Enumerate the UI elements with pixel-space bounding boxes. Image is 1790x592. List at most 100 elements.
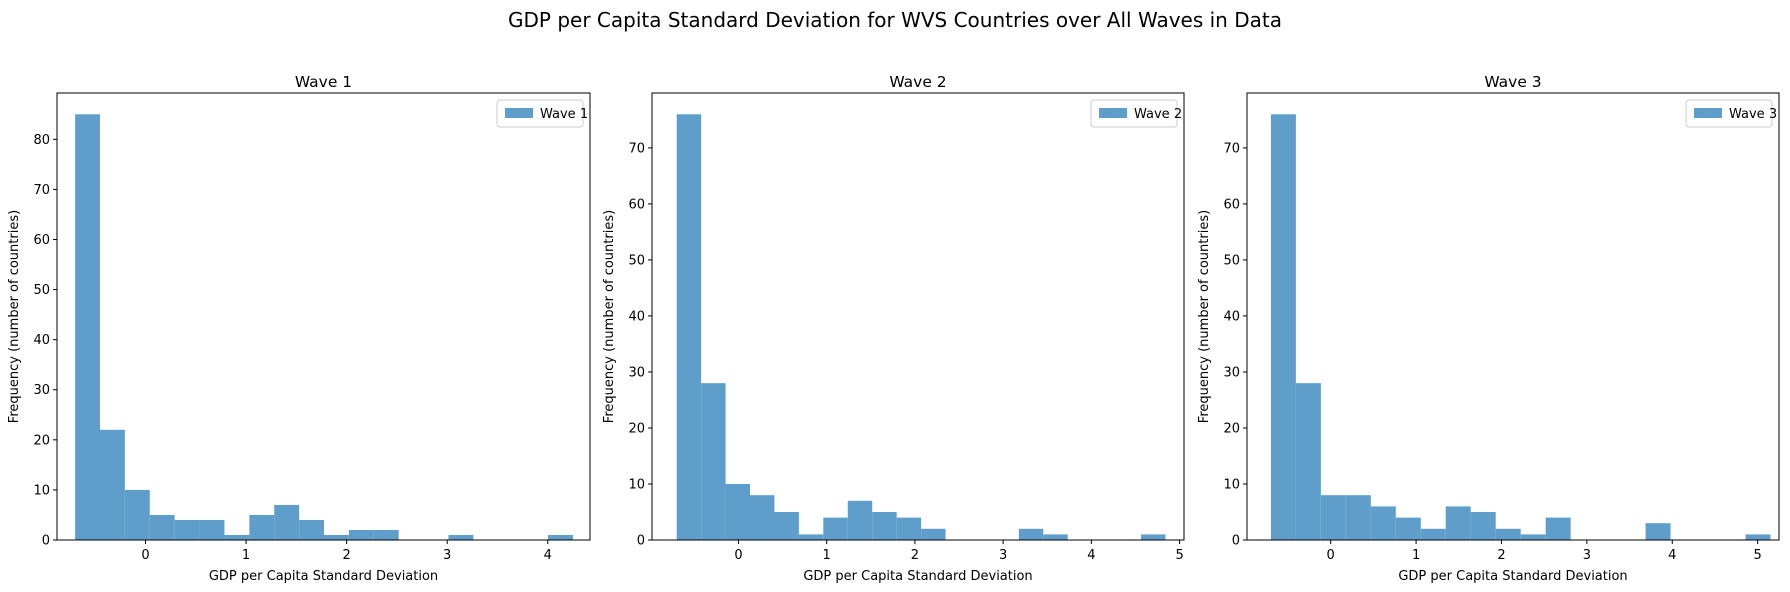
subplot-title: Wave 3 bbox=[1484, 73, 1541, 91]
x-tick-label: 4 bbox=[544, 548, 552, 563]
x-axis-label: GDP per Capita Standard Deviation bbox=[209, 569, 438, 584]
histogram-bar bbox=[1043, 534, 1068, 540]
y-tick-label: 60 bbox=[1223, 197, 1240, 212]
histogram-bar bbox=[1345, 495, 1371, 540]
histogram-bar bbox=[1395, 517, 1421, 540]
y-axis-label: Frequency (number of countries) bbox=[7, 210, 22, 423]
y-tick-label: 40 bbox=[1223, 309, 1240, 324]
y-tick-label: 60 bbox=[33, 233, 50, 248]
y-tick-label: 10 bbox=[33, 483, 50, 498]
legend: Wave 3 bbox=[1685, 99, 1777, 128]
y-tick-label: 0 bbox=[1232, 534, 1240, 549]
histogram-bars bbox=[676, 114, 1166, 541]
histogram-bar bbox=[798, 534, 824, 540]
legend-box bbox=[496, 99, 584, 128]
histogram-bar bbox=[1520, 534, 1546, 540]
legend: Wave 1 bbox=[496, 99, 588, 128]
y-tick-label: 40 bbox=[628, 309, 645, 324]
y-tick-label: 0 bbox=[637, 534, 645, 549]
histogram-bar bbox=[1295, 383, 1321, 540]
histogram-bar bbox=[174, 519, 200, 540]
subplot-1: 0 10 20 30 40 50 60 70 80 0 1 2 3 4 Wave 1 GDP per Capi… bbox=[7, 73, 591, 584]
histogram-bar bbox=[75, 114, 100, 541]
histogram-bar bbox=[1470, 511, 1496, 540]
histogram-bars bbox=[75, 114, 573, 541]
x-tick-label: 4 bbox=[1087, 548, 1095, 563]
y-tick-label: 50 bbox=[33, 283, 50, 298]
x-tick-label: 0 bbox=[1327, 548, 1335, 563]
subplot-3: 0 10 20 30 40 50 60 70 0 1 2 3 4 5 Wave 3 GDP per Capit… bbox=[1197, 73, 1780, 584]
histogram-bar bbox=[324, 534, 349, 540]
y-tick-label: 10 bbox=[1223, 477, 1240, 492]
legend: Wave 2 bbox=[1090, 99, 1182, 128]
histogram-bar bbox=[249, 514, 275, 540]
histogram-bar bbox=[1445, 506, 1471, 540]
y-tick-label: 30 bbox=[1223, 365, 1240, 380]
x-tick-label: 2 bbox=[342, 548, 350, 563]
histogram-bar bbox=[1545, 517, 1571, 540]
subplot-2: 0 10 20 30 40 50 60 70 0 1 2 3 4 5 Wave 2 GDP per Capit… bbox=[602, 73, 1185, 584]
histogram-bar bbox=[1645, 523, 1671, 540]
histogram-bar bbox=[676, 114, 702, 541]
axes-frame bbox=[1246, 92, 1780, 541]
histogram-bar bbox=[1495, 528, 1521, 540]
histogram-bar bbox=[1141, 534, 1166, 540]
x-tick-label: 2 bbox=[911, 548, 919, 563]
y-tick-label: 20 bbox=[628, 421, 645, 436]
legend-swatch bbox=[1099, 108, 1127, 118]
x-tick-label: 5 bbox=[1754, 548, 1762, 563]
y-tick-label: 10 bbox=[628, 477, 645, 492]
histogram-bar bbox=[199, 519, 225, 540]
x-tick-label: 0 bbox=[141, 548, 149, 563]
x-tick-label: 0 bbox=[734, 548, 742, 563]
histogram-bar bbox=[124, 489, 150, 540]
histogram-bar bbox=[548, 534, 573, 540]
x-tick-label: 2 bbox=[1497, 548, 1505, 563]
x-axis-label: GDP per Capita Standard Deviation bbox=[803, 569, 1032, 584]
histogram-bar bbox=[1270, 114, 1296, 541]
x-tick-label: 1 bbox=[823, 548, 831, 563]
subplot-title: Wave 1 bbox=[295, 73, 352, 91]
figure-title: GDP per Capita Standard Deviation for WV… bbox=[508, 8, 1282, 32]
x-tick-label: 1 bbox=[242, 548, 250, 563]
histogram-bar bbox=[1420, 528, 1446, 540]
y-tick-label: 20 bbox=[33, 433, 50, 448]
legend-box bbox=[1090, 99, 1178, 128]
histogram-bar bbox=[774, 511, 799, 540]
axes-frame bbox=[56, 92, 591, 541]
y-tick-label: 50 bbox=[628, 253, 645, 268]
y-tick-label: 50 bbox=[1223, 253, 1240, 268]
histogram-bar bbox=[274, 504, 300, 540]
x-axis-label: GDP per Capita Standard Deviation bbox=[1398, 569, 1627, 584]
y-tick-label: 30 bbox=[628, 365, 645, 380]
y-tick-label: 70 bbox=[33, 183, 50, 198]
histogram-bar bbox=[224, 534, 250, 540]
histogram-bar bbox=[725, 483, 751, 540]
x-tick-label: 3 bbox=[1583, 548, 1591, 563]
x-tick-label: 3 bbox=[999, 548, 1007, 563]
histogram-bar bbox=[1745, 534, 1771, 540]
histogram-bar bbox=[701, 383, 726, 540]
histogram-bar bbox=[896, 517, 922, 540]
x-tick-label: 5 bbox=[1175, 548, 1183, 563]
y-axis-label: Frequency (number of countries) bbox=[602, 210, 617, 423]
y-tick-label: 80 bbox=[33, 133, 50, 148]
histogram-bar bbox=[921, 528, 946, 540]
y-tick-label: 70 bbox=[628, 141, 645, 156]
legend-label: Wave 1 bbox=[540, 107, 588, 122]
y-tick-label: 20 bbox=[1223, 421, 1240, 436]
subplot-title: Wave 2 bbox=[889, 73, 946, 91]
legend-label: Wave 3 bbox=[1729, 107, 1777, 122]
legend-swatch bbox=[505, 108, 533, 118]
legend-box bbox=[1685, 99, 1773, 128]
histogram-bar bbox=[99, 429, 125, 540]
histogram-bar bbox=[299, 519, 325, 540]
y-tick-label: 30 bbox=[33, 383, 50, 398]
histogram-bar bbox=[750, 495, 775, 540]
x-tick-label: 3 bbox=[443, 548, 451, 563]
y-axis-label: Frequency (number of countries) bbox=[1197, 210, 1212, 423]
x-tick-label: 4 bbox=[1668, 548, 1676, 563]
histogram-bar bbox=[348, 529, 374, 540]
